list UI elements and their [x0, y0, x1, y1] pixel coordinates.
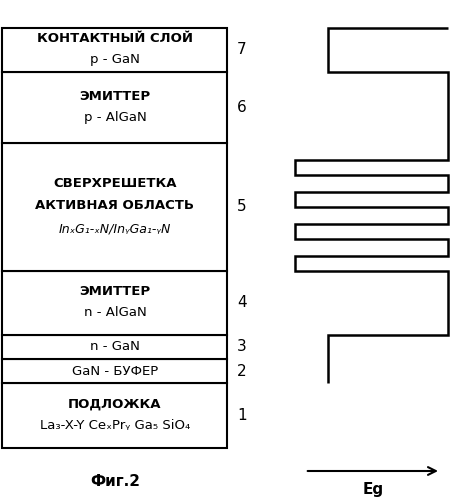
- Text: 7: 7: [237, 42, 247, 58]
- Text: Eg: Eg: [362, 482, 384, 497]
- Text: ЭМИТТЕР: ЭМИТТЕР: [79, 90, 151, 103]
- Text: ЭМИТТЕР: ЭМИТТЕР: [79, 286, 151, 298]
- Text: 5: 5: [237, 200, 247, 214]
- Text: n - GaN: n - GaN: [90, 340, 140, 353]
- Text: ПОДЛОЖКА: ПОДЛОЖКА: [68, 398, 162, 411]
- FancyBboxPatch shape: [2, 384, 227, 448]
- Text: p - AlGaN: p - AlGaN: [83, 111, 146, 124]
- FancyBboxPatch shape: [2, 72, 227, 142]
- Text: 3: 3: [237, 340, 247, 354]
- Text: GaN - БУФЕР: GaN - БУФЕР: [72, 365, 158, 378]
- Text: КОНТАКТНЫЙ СЛОЙ: КОНТАКТНЫЙ СЛОЙ: [37, 32, 193, 46]
- Text: n - AlGaN: n - AlGaN: [83, 306, 146, 320]
- Text: InₓG₁-ₓN/InᵧGa₁-ᵧN: InₓG₁-ₓN/InᵧGa₁-ᵧN: [59, 222, 171, 235]
- Text: СВЕРХРЕШЕТКА: СВЕРХРЕШЕТКА: [53, 178, 177, 190]
- Text: 2: 2: [237, 364, 247, 379]
- FancyBboxPatch shape: [2, 142, 227, 271]
- FancyBboxPatch shape: [2, 359, 227, 384]
- Text: 6: 6: [237, 100, 247, 115]
- Text: La₃-X-Y CeₓPrᵧ Ga₅ SiO₄: La₃-X-Y CeₓPrᵧ Ga₅ SiO₄: [40, 419, 190, 432]
- FancyBboxPatch shape: [2, 271, 227, 335]
- Text: 1: 1: [237, 408, 247, 423]
- FancyBboxPatch shape: [2, 28, 227, 72]
- FancyBboxPatch shape: [2, 335, 227, 359]
- Text: p - GaN: p - GaN: [90, 54, 140, 66]
- Text: АКТИВНАЯ ОБЛАСТЬ: АКТИВНАЯ ОБЛАСТЬ: [35, 199, 195, 212]
- Text: Фиг.2: Фиг.2: [90, 474, 140, 489]
- Text: 4: 4: [237, 296, 247, 310]
